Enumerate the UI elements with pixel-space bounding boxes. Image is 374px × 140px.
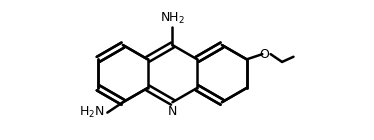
Text: H$_2$N: H$_2$N	[79, 105, 105, 120]
Text: O: O	[260, 48, 269, 61]
Text: NH$_2$: NH$_2$	[160, 11, 185, 26]
Text: N: N	[168, 105, 177, 118]
